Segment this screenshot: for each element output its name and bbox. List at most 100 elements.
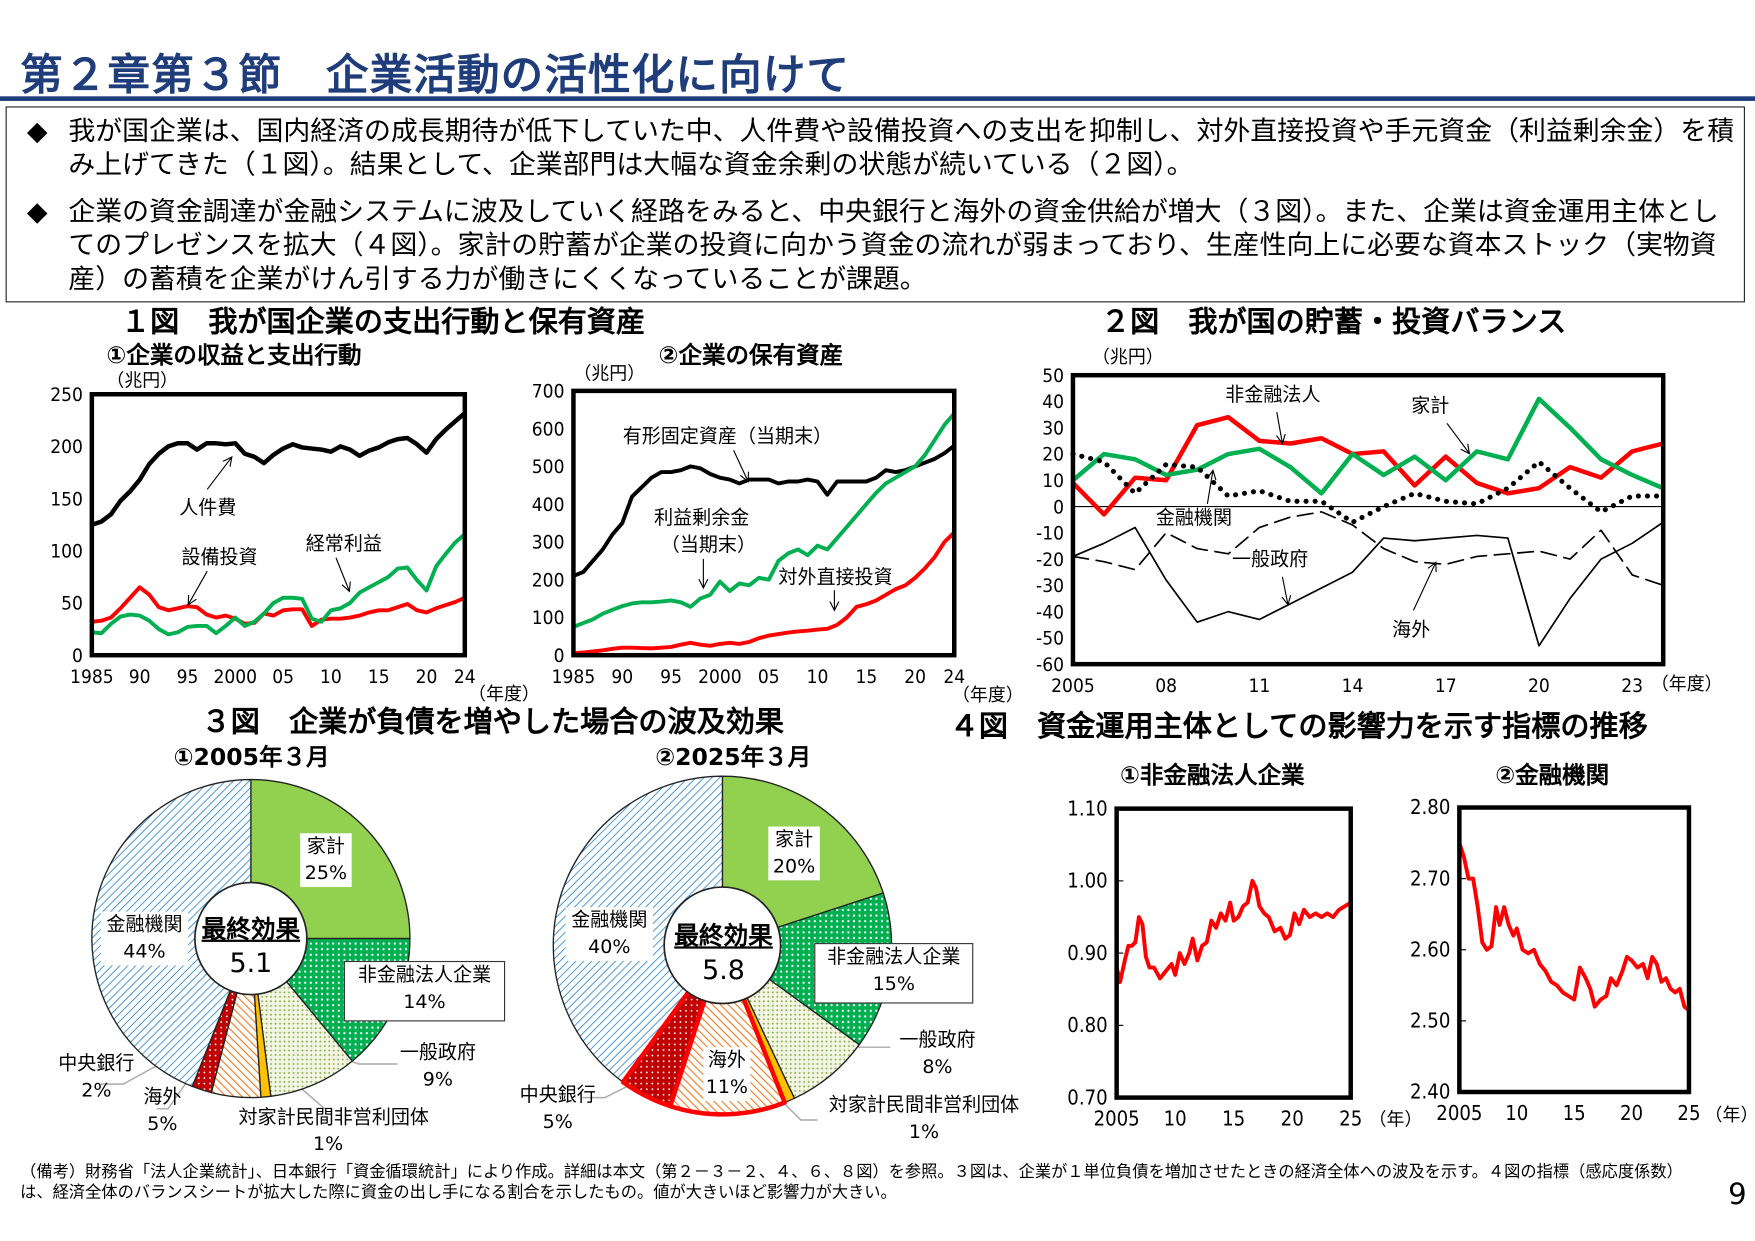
pie-center-hole [663,886,782,1005]
x-tick-label: 20 [1281,1107,1304,1131]
pie2-label-overseas: 海外 11% [703,1047,751,1101]
y-tick-label: 0.90 [1067,941,1107,965]
x-tick-label: 08 [1155,675,1177,697]
fig4-1-xunit: （年） [1368,1108,1423,1131]
page-title: 第２章第３節 企業活動の活性化に向けて [20,50,851,100]
label-overseas: 海外 [1392,619,1431,642]
x-tick-label: 25 [1677,1101,1700,1125]
x-tick-label: 15 [855,666,877,688]
page-number: 9 [1728,1178,1747,1212]
fig1-1-unit: （兆円） [106,369,179,391]
fig2-chart: -60 -50 -40 -30 -20 -10 0 10 20 30 40 50 2005 08 11 14 1… [1036,365,1666,697]
series-line-海外 [1072,521,1665,647]
x-tick-label: 20 [1528,675,1550,697]
y-tick-label: 50 [61,593,83,615]
x-tick-label: 05 [272,666,294,688]
pie2-label-npish: 対家計民間非営利団体 1% [828,1094,1020,1144]
y-tick-label: 30 [1042,417,1064,439]
y-tick-label: 700 [532,381,565,403]
y-tick-label: -60 [1036,654,1064,676]
x-tick-label: 25 [1339,1107,1362,1131]
fig1-2-unit: （兆円） [573,362,646,385]
y-tick-label: 2.60 [1410,937,1450,961]
x-tick-label: 95 [177,666,199,688]
x-tick-label: 10 [1505,1101,1528,1125]
y-tick-label: 250 [50,384,83,406]
pie2-label-nonfinancial: 非金融法人企業 15% [814,943,974,1004]
series-line-非金融法人 [1070,414,1666,517]
label-household: 家計 [1411,395,1450,418]
label-ordinary-profit: 経常利益 [305,533,382,556]
y-tick-label: 500 [532,456,565,478]
y-tick-label: 400 [532,494,565,516]
y-tick-label: -20 [1036,549,1064,571]
fig1-2-title: ②企業の保有資産 [658,341,844,369]
label-retained-earnings: 利益剰余金 [654,507,750,530]
pie-center-hole [194,881,308,996]
summary-bullet-2: 企業の資金調達が金融システムに波及していく経路をみると、中央銀行と海外の資金供給… [68,196,1719,295]
x-tick-label: 15 [368,666,390,688]
x-tick-label: 11 [1248,675,1270,697]
diamond-bullet-icon: ◆ [26,115,48,147]
label-capex: 設備投資 [181,546,258,569]
pie1-center-label: 最終効果 [201,916,301,945]
y-tick-label: -40 [1036,601,1064,623]
y-tick-label: 150 [50,488,83,510]
x-tick-label: 95 [660,666,682,688]
y-tick-label: 0.70 [1067,1085,1107,1109]
x-tick-label: 20 [416,666,438,688]
x-tick-label: 15 [1222,1107,1245,1131]
x-tick-label: 90 [129,666,151,688]
pie1-label-overseas: 海外 5% [143,1086,182,1136]
x-tick-label: 23 [1621,675,1643,697]
y-tick-label: -50 [1036,628,1064,650]
series-line-①非金融法人企業 [1114,878,1353,984]
y-tick-label: 100 [50,541,83,563]
x-tick-label: 10 [807,666,829,688]
title-divider [0,96,1755,101]
x-tick-label: 1985 [552,666,596,688]
x-tick-label: 24 [454,666,476,688]
y-tick-label: 0 [554,645,565,667]
x-tick-label: 1985 [70,666,114,688]
plot-frame [1457,805,1692,1095]
series-line-対外直接投資 [571,530,957,656]
y-tick-label: 20 [1042,444,1064,466]
plot-frame [1070,372,1666,667]
summary-box: ◆ 我が国企業は、国内経済の成長期待が低下していた中、人件費や設備投資への支出を… [5,106,1745,303]
pie1-center-value: 5.1 [229,947,273,979]
fig1-1-title: ①企業の収益と支出行動 [106,341,362,369]
x-tick-label: 05 [758,666,780,688]
annotation-arrows [188,412,1469,610]
pie2-label-household: 家計 20% [768,826,820,881]
plot-frame [571,388,957,658]
pie2-label-central-bank: 中央銀行 5% [519,1084,596,1134]
x-tick-label: 2000 [698,666,742,688]
pie2-label-government: 一般政府 8% [899,1029,976,1079]
fig2-unit: （兆円） [1092,346,1164,368]
fig3-title: ３図 企業が負債を増やした場合の波及効果 [201,705,785,740]
series-line-一般政府 [1072,511,1665,587]
fig2-title: ２図 我が国の貯蓄・投資バランス [1100,305,1567,340]
label-tangible-assets: 有形固定資産（当期末） [622,425,833,448]
fig1-1-chart: 0 50 100 150 200 250 1985 90 95 2000 05 10 15 20 24 [50,384,476,688]
series-line-経常利益 [89,532,467,637]
x-tick-label: 14 [1342,675,1364,697]
fig4-title: ４図 資金運用主体としての影響力を示す指標の推移 [949,710,1648,744]
pie2-center-label: 最終効果 [674,922,773,951]
summary-row-1: ◆ 我が国企業は、国内経済の成長期待が低下していた中、人件費や設備投資への支出を… [27,114,1735,181]
x-tick-label: 90 [611,666,633,688]
summary-row-2: ◆ 企業の資金調達が金融システムに波及していく経路をみると、中央銀行と海外の資金… [27,195,1735,296]
y-tick-label: -30 [1036,575,1064,597]
y-tick-label: 2.70 [1410,866,1450,890]
x-tick-label: 2005 [1436,1101,1482,1125]
label-nonfinancial-corp: 非金融法人 [1225,384,1321,407]
x-tick-label: 2005 [1094,1107,1140,1131]
plot-frame [1114,806,1353,1100]
y-tick-label: 2.50 [1410,1009,1450,1033]
pie1-label-government: 一般政府 9% [399,1041,476,1091]
x-tick-label: 17 [1435,675,1457,697]
y-tick-label: 100 [532,607,565,629]
